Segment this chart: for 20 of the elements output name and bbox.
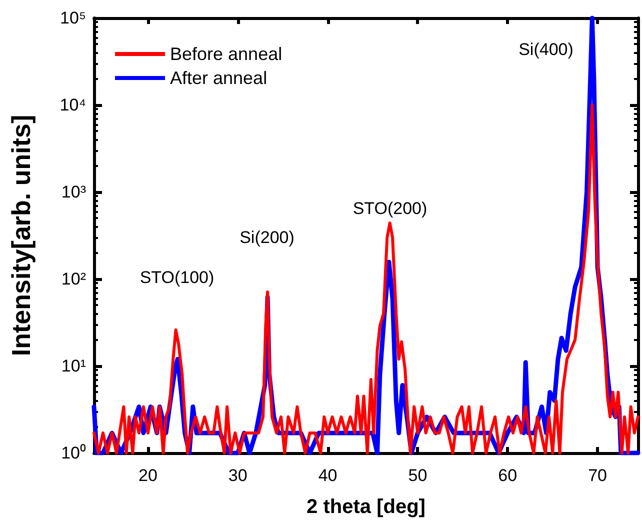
x-tick-label: 20 (138, 466, 158, 485)
y-tick-label: 10⁴ (60, 96, 86, 114)
annotation: STO(200) (352, 199, 428, 218)
y-axis-title: Intensity[arb. units] (6, 114, 36, 356)
legend-label: After anneal (170, 68, 268, 88)
y-tick-label: 10⁰ (61, 444, 86, 462)
legend-label: Before anneal (170, 44, 282, 64)
x-tick-label: 40 (318, 466, 338, 485)
x-axis-title: 2 theta [deg] (306, 496, 426, 518)
x-tick-label: 70 (588, 466, 607, 485)
annotation: Si(200) (240, 228, 294, 247)
y-tick-label: 10¹ (61, 356, 86, 376)
x-tick-label: 50 (408, 466, 428, 485)
annotation: Si(400) (518, 40, 574, 59)
y-tick-label: 10³ (61, 182, 86, 202)
x-tick-label: 30 (228, 466, 248, 485)
annotation: STO(100) (140, 268, 214, 287)
y-tick-label: 10² (61, 270, 86, 288)
x-tick-label: 60 (498, 466, 518, 485)
y-tick-label: 10⁵ (60, 8, 86, 28)
